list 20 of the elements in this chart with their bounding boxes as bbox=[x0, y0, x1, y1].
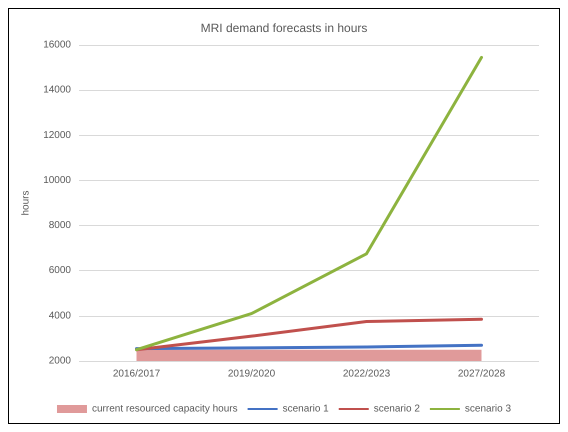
y-tick-label: 6000 bbox=[48, 265, 72, 276]
x-tick-label: 2027/2028 bbox=[458, 368, 506, 380]
line-series bbox=[135, 56, 483, 352]
y-tick-label: 10000 bbox=[43, 174, 72, 186]
y-tick-label: 16000 bbox=[43, 40, 72, 50]
y-tick-label: 12000 bbox=[43, 130, 72, 141]
y-tick-label: 4000 bbox=[48, 310, 72, 322]
x-tick-label: 2016/2017 bbox=[112, 368, 161, 380]
x-tick-label: 2019/2020 bbox=[228, 368, 276, 380]
legend-label: scenario 3 bbox=[464, 404, 512, 414]
legend-label: current resourced capacity hours bbox=[92, 404, 238, 414]
y-tick-label: 14000 bbox=[43, 84, 72, 96]
x-tick-label: 2022/2023 bbox=[342, 368, 391, 380]
y-tick-label: 2000 bbox=[48, 356, 72, 366]
legend-label: scenario 2 bbox=[374, 404, 420, 414]
chart-title: MRI demand forecasts in hours bbox=[200, 21, 368, 35]
y-tick-label: 8000 bbox=[48, 220, 72, 232]
y-axis-title: hours bbox=[20, 190, 32, 216]
legend-label: scenario 1 bbox=[282, 404, 330, 414]
line-series bbox=[135, 318, 483, 352]
